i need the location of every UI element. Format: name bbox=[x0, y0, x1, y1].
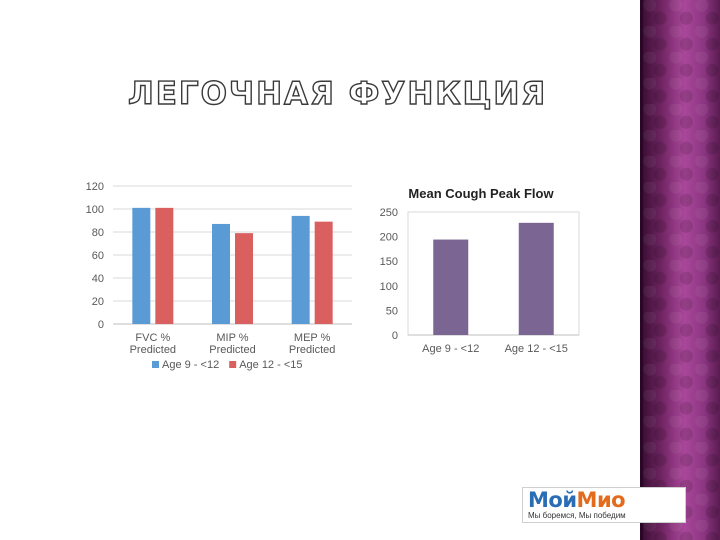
logo-part-1: Мой bbox=[528, 488, 577, 512]
right-bar bbox=[518, 222, 554, 335]
left-y-tick-label: 20 bbox=[92, 296, 104, 308]
right-y-tick-label: 0 bbox=[392, 330, 398, 342]
left-y-tick-label: 60 bbox=[92, 250, 104, 262]
right-chart-title: Mean Cough Peak Flow bbox=[408, 186, 554, 201]
left-category-label: FVC % bbox=[135, 332, 170, 344]
slide-title: ЛЕГОЧНАЯ ФУНКЦИЯ bbox=[127, 75, 548, 112]
left-bar bbox=[212, 223, 230, 324]
left-legend-label: Age 9 - <12 bbox=[162, 359, 219, 371]
logo-tagline: Мы боремся, Мы победим bbox=[528, 511, 626, 520]
left-legend-swatch bbox=[152, 361, 159, 368]
left-bar bbox=[155, 207, 174, 324]
left-category-label: Predicted bbox=[209, 344, 255, 356]
right-y-tick-label: 50 bbox=[386, 305, 398, 317]
decorative-side-panel bbox=[642, 0, 720, 540]
logo: МойМио Мы боремся, Мы победим bbox=[522, 487, 686, 523]
left-legend-label: Age 12 - <15 bbox=[239, 359, 302, 371]
left-category-label: MIP % bbox=[216, 332, 248, 344]
right-bar bbox=[433, 239, 469, 335]
logo-wordmark: МойМио bbox=[528, 488, 626, 512]
left-y-tick-label: 80 bbox=[92, 227, 104, 239]
right-y-tick-label: 150 bbox=[380, 256, 398, 268]
left-bar bbox=[291, 215, 310, 324]
left-category-label: Predicted bbox=[289, 344, 335, 356]
left-bar bbox=[314, 221, 333, 324]
left-legend-swatch bbox=[229, 361, 237, 368]
right-y-tick-label: 200 bbox=[380, 232, 398, 244]
side-panel-edge bbox=[640, 0, 643, 540]
right-category-label: Age 12 - <15 bbox=[505, 343, 568, 355]
left-y-tick-label: 100 bbox=[86, 204, 104, 216]
left-category-label: MEP % bbox=[294, 332, 331, 344]
left-bar bbox=[235, 233, 253, 324]
logo-part-2: Мио bbox=[576, 488, 626, 512]
right-y-tick-label: 100 bbox=[380, 281, 398, 293]
left-category-label: Predicted bbox=[130, 344, 176, 356]
left-y-tick-label: 120 bbox=[86, 181, 104, 193]
left-bar bbox=[132, 207, 151, 324]
left-y-tick-label: 40 bbox=[92, 273, 104, 285]
right-category-label: Age 9 - <12 bbox=[422, 343, 479, 355]
right-y-tick-label: 250 bbox=[380, 207, 398, 219]
left-y-tick-label: 0 bbox=[98, 319, 104, 331]
